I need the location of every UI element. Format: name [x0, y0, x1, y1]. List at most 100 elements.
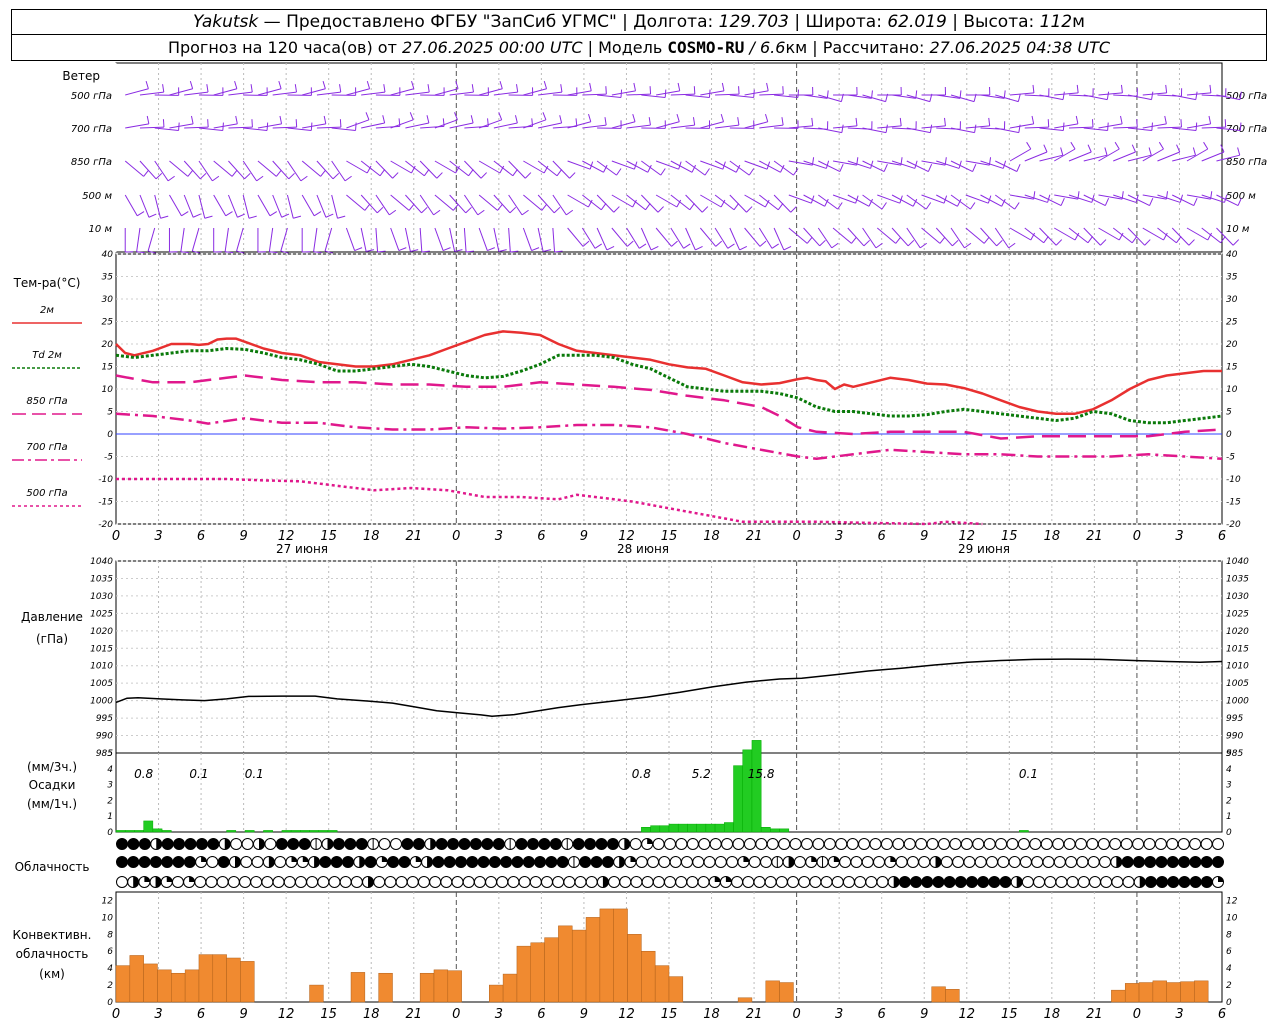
wind-barb: [1054, 148, 1076, 162]
wind-barb-flag: [344, 175, 352, 182]
wind-barb-flag: [565, 209, 574, 216]
cloud-symbol: [1200, 876, 1213, 888]
cloud-symbol: [344, 838, 357, 850]
wind-barb: [744, 160, 768, 170]
cloud-symbol: [820, 876, 833, 888]
wind-barb: [169, 88, 193, 96]
cloud-quarter: [1218, 876, 1224, 882]
wind-level-label: 850 гПа: [71, 157, 112, 168]
conv-bar: [544, 937, 559, 1003]
y-tick-label-right: 1015: [1226, 644, 1249, 654]
cloud-symbol: [850, 856, 863, 868]
y-tick-label: 8: [107, 930, 113, 940]
cloud-symbol: [1033, 876, 1046, 888]
wind-barb-flag: [733, 203, 740, 211]
conv-bar: [1124, 983, 1140, 1003]
cloud-symbol: [585, 876, 598, 888]
cloud-symbol: [658, 856, 671, 868]
cloud-symbol: [443, 856, 456, 868]
wind-barb: [641, 94, 666, 99]
wind-barb-flag: [510, 250, 519, 253]
x-tick-label: 6: [197, 1007, 205, 1022]
wind-barb-flag: [499, 165, 505, 174]
wind-barb-flag: [704, 168, 710, 176]
cloud-symbol: [485, 876, 498, 888]
wind-barb-flag: [180, 251, 189, 254]
wind-barb-flag: [1087, 236, 1094, 244]
precip-bar: [161, 830, 172, 833]
cloud-symbol: [515, 838, 528, 850]
wind-barb: [995, 127, 1019, 134]
wind-barb: [316, 91, 341, 96]
wind-barb: [980, 160, 1004, 169]
wind-barb-flag: [206, 84, 209, 93]
y-tick-label: 4: [107, 964, 113, 974]
cloud-symbol: [1121, 856, 1134, 868]
conv-bar: [558, 925, 573, 1003]
cloud-symbol: [1053, 856, 1066, 868]
wind-barb: [537, 194, 555, 214]
wind-barb: [656, 90, 680, 96]
wind-barb: [434, 194, 454, 211]
wind-barb-flag: [541, 203, 548, 211]
cloud-symbol: [549, 838, 562, 850]
wind-barb: [965, 125, 990, 129]
cloud-symbol: [350, 876, 363, 888]
cloud-symbol: [261, 876, 274, 888]
wind-barb: [125, 123, 149, 129]
wind-barb-flag: [542, 112, 547, 120]
cloud-half: [1016, 876, 1023, 888]
wind-barb-flag: [691, 164, 697, 173]
y-tick-label: 1005: [90, 679, 113, 689]
wind-barb: [523, 119, 547, 129]
y-tick-label: 0: [107, 828, 113, 838]
wind-barb-flag: [1176, 144, 1181, 153]
wind-barb: [420, 125, 445, 129]
cloud-symbol: [798, 876, 811, 888]
cloud-symbol: [1075, 838, 1087, 850]
cloud-symbol: [454, 856, 467, 868]
cloud-symbol: [823, 838, 836, 850]
cloud-quarter: [166, 876, 173, 882]
cloud-symbol: [949, 838, 962, 850]
cloud-half: [133, 876, 139, 888]
x-tick-label: 18: [363, 1007, 380, 1022]
date-label: 29 июня: [958, 542, 1010, 556]
cloud-symbol: [116, 856, 128, 868]
conv-unit: (км): [39, 967, 65, 981]
cloud-symbol: [507, 876, 520, 888]
wind-barb-flag: [512, 169, 518, 177]
x-tick-label: 12: [278, 1007, 295, 1022]
wind-barb-flag: [1060, 198, 1065, 206]
wind-barb: [877, 160, 902, 166]
wind-barb-flag: [1076, 84, 1079, 93]
cloud-half: [359, 856, 365, 868]
cloud-symbol: [341, 856, 354, 868]
wind-barb: [817, 227, 833, 249]
x-tick-label: 3: [154, 529, 162, 544]
wind-barb: [154, 160, 169, 182]
cloud-symbol: [753, 876, 766, 888]
wind-barb: [360, 160, 381, 177]
wind-barb: [714, 227, 729, 249]
conv-bar: [931, 986, 946, 1003]
wind-barb-flag: [1026, 141, 1032, 150]
wind-barb: [1098, 123, 1123, 129]
date-label: 28 июня: [617, 542, 669, 556]
conv-bar: [1138, 982, 1154, 1003]
wind-barb-flag: [868, 198, 873, 207]
wind-barb: [567, 90, 592, 96]
conv-bar: [571, 929, 587, 1003]
wind-barb: [228, 160, 245, 180]
wind-barb-flag: [1144, 239, 1151, 246]
wind-barb-flag: [1043, 236, 1049, 244]
cloud-symbol: [435, 838, 448, 850]
conv-bar: [129, 955, 144, 1003]
wind-barb-flag: [559, 115, 563, 124]
y-tick-label: 1035: [90, 574, 113, 584]
cloud-symbol: [692, 856, 705, 868]
cloud-symbol: [239, 876, 252, 888]
wind-barb: [478, 119, 502, 129]
temp-legend-label: 2м: [40, 305, 54, 316]
wind-barb: [567, 121, 591, 129]
